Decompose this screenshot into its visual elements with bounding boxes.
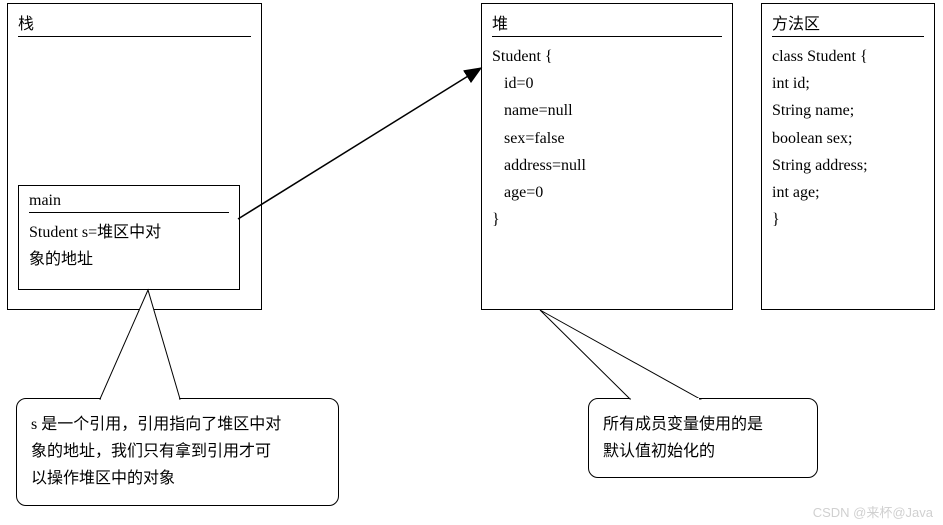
heap-line-1: id=0 (492, 70, 722, 97)
heap-line-2: name=null (492, 97, 722, 124)
heap-line-0: Student { (492, 43, 722, 70)
stack-main-title: main (29, 192, 229, 213)
stack-title: 栈 (18, 10, 251, 37)
heap-line-5: age=0 (492, 179, 722, 206)
stack-main-box: main Student s=堆区中对 象的地址 (18, 185, 240, 290)
method-area-line-2: String name; (772, 97, 924, 124)
stack-main-line2: 象的地址 (29, 246, 229, 273)
heap-title: 堆 (492, 10, 722, 37)
method-area-title: 方法区 (772, 10, 924, 37)
callout-left: s 是一个引用，引用指向了堆区中对 象的地址，我们只有拿到引用才可 以操作堆区中… (16, 398, 339, 506)
method-area-line-1: int id; (772, 70, 924, 97)
heap-line-3: sex=false (492, 125, 722, 152)
callout-left-line1: s 是一个引用，引用指向了堆区中对 (31, 411, 324, 438)
method-area-line-3: boolean sex; (772, 125, 924, 152)
heap-box: 堆 Student { id=0 name=null sex=false add… (481, 3, 733, 310)
callout-right-line1: 所有成员变量使用的是 (603, 411, 803, 438)
heap-line-6: } (492, 206, 722, 233)
method-area-line-6: } (772, 206, 924, 233)
method-area-line-4: String address; (772, 152, 924, 179)
callout-left-line2: 象的地址，我们只有拿到引用才可 (31, 438, 324, 465)
method-area-line-0: class Student { (772, 43, 924, 70)
callout-right: 所有成员变量使用的是 默认值初始化的 (588, 398, 818, 478)
method-area-box: 方法区 class Student { int id; String name;… (761, 3, 935, 310)
heap-line-4: address=null (492, 152, 722, 179)
stack-main-line1: Student s=堆区中对 (29, 219, 229, 246)
arrow-stack-to-heap (238, 68, 481, 219)
callout-right-line2: 默认值初始化的 (603, 438, 803, 465)
callout-right-tail (540, 310, 700, 399)
method-area-line-5: int age; (772, 179, 924, 206)
callout-left-line3: 以操作堆区中的对象 (31, 465, 324, 492)
watermark: CSDN @来杯@Java (813, 502, 933, 521)
